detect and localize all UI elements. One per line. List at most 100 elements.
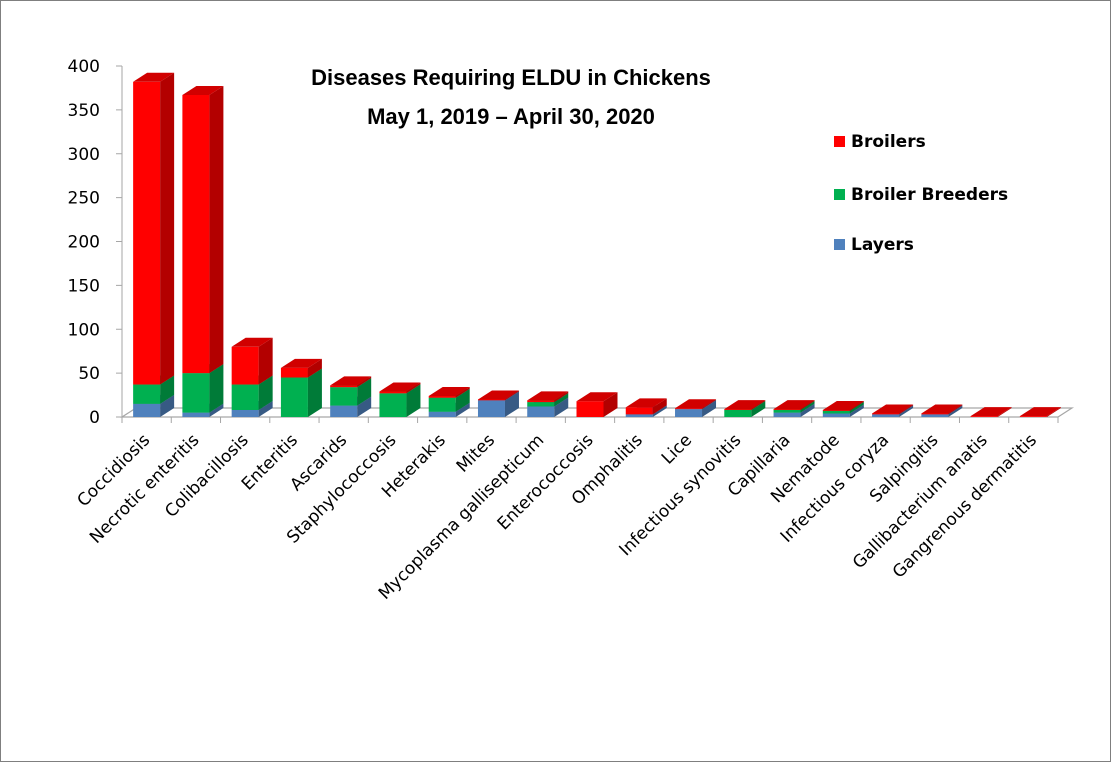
bar-top — [231, 337, 273, 347]
bar-front — [872, 413, 900, 415]
bar-top — [182, 85, 224, 95]
bar-segment — [921, 404, 963, 415]
bar-side — [751, 400, 766, 410]
y-tick-label: 300 — [68, 145, 100, 165]
bar-front — [477, 399, 505, 401]
bar-side — [357, 378, 372, 406]
legend: Broilers Broiler Breeders Layers — [834, 132, 1008, 255]
bar-front — [625, 407, 653, 415]
y-tick-label: 100 — [68, 320, 100, 340]
bar-top — [970, 407, 1012, 417]
bar-top — [921, 404, 963, 414]
bar-front — [1019, 416, 1047, 417]
bar-side — [406, 384, 421, 417]
category-label: Mites — [453, 430, 499, 476]
bar-top — [330, 376, 372, 386]
bar-side — [455, 388, 470, 412]
y-tick-label: 50 — [78, 364, 100, 384]
bar-top — [872, 404, 914, 414]
bar-front — [675, 409, 703, 417]
bar-top — [379, 382, 421, 392]
bar-side — [258, 337, 273, 385]
bar-top — [675, 399, 717, 409]
bar-segment — [773, 400, 815, 410]
bar-side — [554, 391, 569, 403]
bar-side — [209, 364, 224, 413]
bar-front — [527, 402, 555, 407]
bar-side — [554, 393, 569, 407]
bar-side — [307, 368, 322, 417]
bar-segment — [576, 392, 618, 417]
legend-swatch — [834, 136, 845, 147]
bar-top — [724, 400, 766, 410]
bar-front — [921, 414, 949, 417]
bar-front — [428, 395, 456, 398]
bar-front — [970, 416, 998, 417]
bar-segment — [182, 85, 224, 374]
bar-side — [455, 402, 470, 417]
bar-side — [307, 358, 322, 378]
bar-front — [773, 409, 801, 410]
bar-front — [428, 411, 456, 417]
bar-segment — [330, 376, 372, 388]
bar-segment — [428, 386, 470, 398]
bar-front — [280, 377, 308, 417]
bar-front — [330, 387, 358, 406]
y-tick-label: 200 — [68, 233, 100, 253]
legend-swatch — [834, 189, 845, 200]
bar-side — [504, 390, 519, 401]
bar-segment — [477, 390, 519, 401]
bar-top — [428, 386, 470, 396]
legend-label: Broiler Breeders — [851, 185, 1008, 205]
bar-side — [899, 405, 914, 417]
bar-side — [652, 398, 667, 415]
bar-side — [357, 376, 372, 388]
bar-front — [822, 413, 850, 417]
bar-segment — [280, 358, 322, 378]
bar-top — [625, 398, 667, 408]
bar-front — [822, 410, 850, 414]
bar-front — [921, 413, 949, 415]
bar-front — [133, 403, 161, 417]
bar-side — [1046, 407, 1061, 417]
bar-side — [209, 85, 224, 374]
bar-front — [724, 409, 752, 410]
bar-top — [822, 400, 864, 410]
bar-side — [899, 404, 914, 415]
bar-side — [652, 405, 667, 417]
bar-side — [209, 403, 224, 417]
bar-side — [849, 404, 864, 417]
bar-side — [702, 400, 717, 417]
bar-segment — [970, 407, 1012, 417]
chart-title: Diseases Requiring ELDU in Chickens — [311, 65, 711, 90]
bar-side — [751, 400, 766, 417]
bar-segment — [724, 400, 766, 410]
legend-label: Layers — [851, 235, 914, 255]
bar-side — [948, 404, 963, 415]
bar-front — [773, 412, 801, 417]
bar-top — [280, 358, 322, 368]
bar-front — [231, 384, 259, 410]
bar-front — [527, 400, 555, 403]
bar-front — [822, 409, 850, 411]
bar-side — [160, 72, 175, 385]
category-label: Lice — [658, 430, 696, 468]
bar-front — [379, 393, 407, 417]
bar-top — [773, 400, 815, 410]
bar-side — [997, 407, 1012, 417]
bar-side — [702, 399, 717, 410]
bar-side — [849, 401, 864, 414]
bar-side — [800, 403, 815, 417]
bar-top — [1019, 407, 1061, 417]
bar-front — [527, 406, 555, 417]
bar-segment — [231, 337, 273, 385]
bar-front — [379, 391, 407, 394]
bar-front — [182, 373, 210, 413]
bar-front — [133, 384, 161, 404]
bar-segment — [527, 391, 569, 403]
bar-front — [231, 346, 259, 385]
bar-front — [428, 397, 456, 412]
y-tick-label: 0 — [89, 408, 100, 428]
